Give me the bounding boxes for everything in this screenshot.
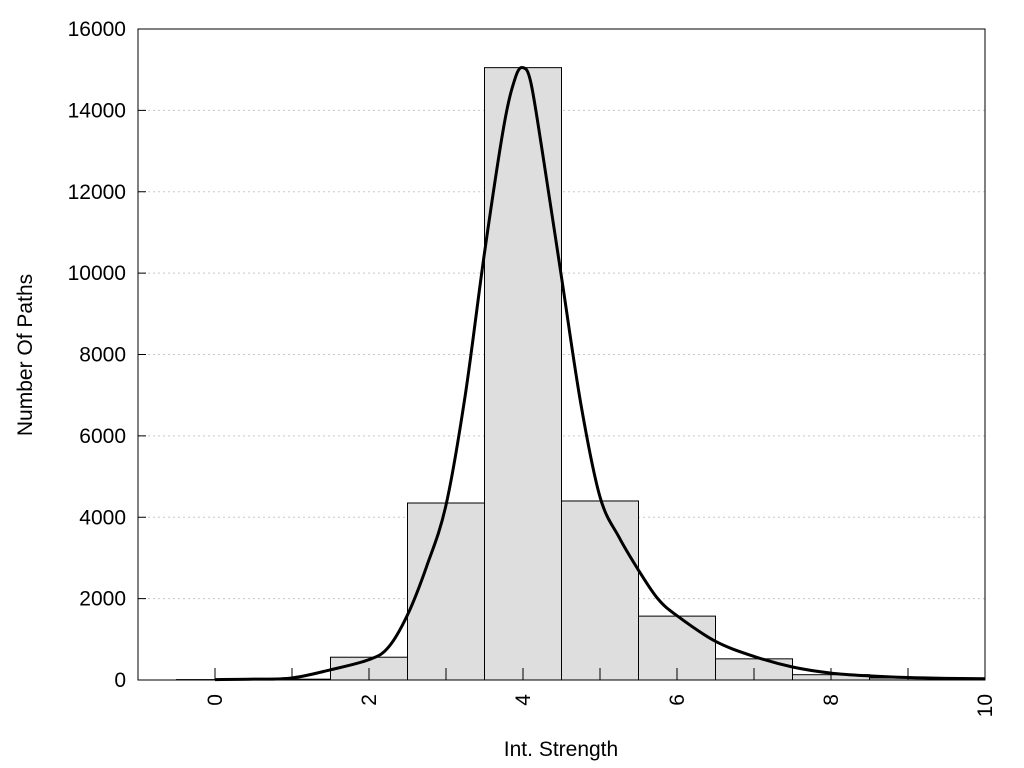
y-axis-title: Number Of Paths xyxy=(14,274,37,436)
y-tick-label-14000: 14000 xyxy=(68,99,126,122)
x-tick-label-0: 0 xyxy=(204,694,227,706)
fit-curve xyxy=(214,65,986,682)
bar-4 xyxy=(484,67,562,681)
axes: 0 2000 4000 6000 8000 10000 12000 14000 16000 0 2 4… xyxy=(68,18,997,717)
y-tick-label-8000: 8000 xyxy=(79,344,126,367)
y-tick-label-4000: 4000 xyxy=(79,506,126,529)
bar-3 xyxy=(407,502,485,681)
x-tick-label-2: 2 xyxy=(358,694,381,706)
x-tick-label-8: 8 xyxy=(820,694,843,706)
gridlines xyxy=(138,109,985,600)
fit-curve-layer xyxy=(214,65,986,682)
y-tick-label-6000: 6000 xyxy=(79,425,126,448)
y-tick-label-0: 0 xyxy=(114,669,126,692)
histogram-bars xyxy=(176,67,947,681)
y-tick-label-2000: 2000 xyxy=(79,588,126,611)
y-tick-label-16000: 16000 xyxy=(68,18,126,41)
y-tick-label-12000: 12000 xyxy=(68,181,126,204)
y-tick-label-10000: 10000 xyxy=(68,262,126,285)
x-tick-label-6: 6 xyxy=(666,694,689,706)
bar-5 xyxy=(561,500,639,681)
x-tick-label-10: 10 xyxy=(974,694,997,717)
x-axis-title: Int. Strength xyxy=(504,738,618,761)
x-tick-label-4: 4 xyxy=(512,694,535,706)
